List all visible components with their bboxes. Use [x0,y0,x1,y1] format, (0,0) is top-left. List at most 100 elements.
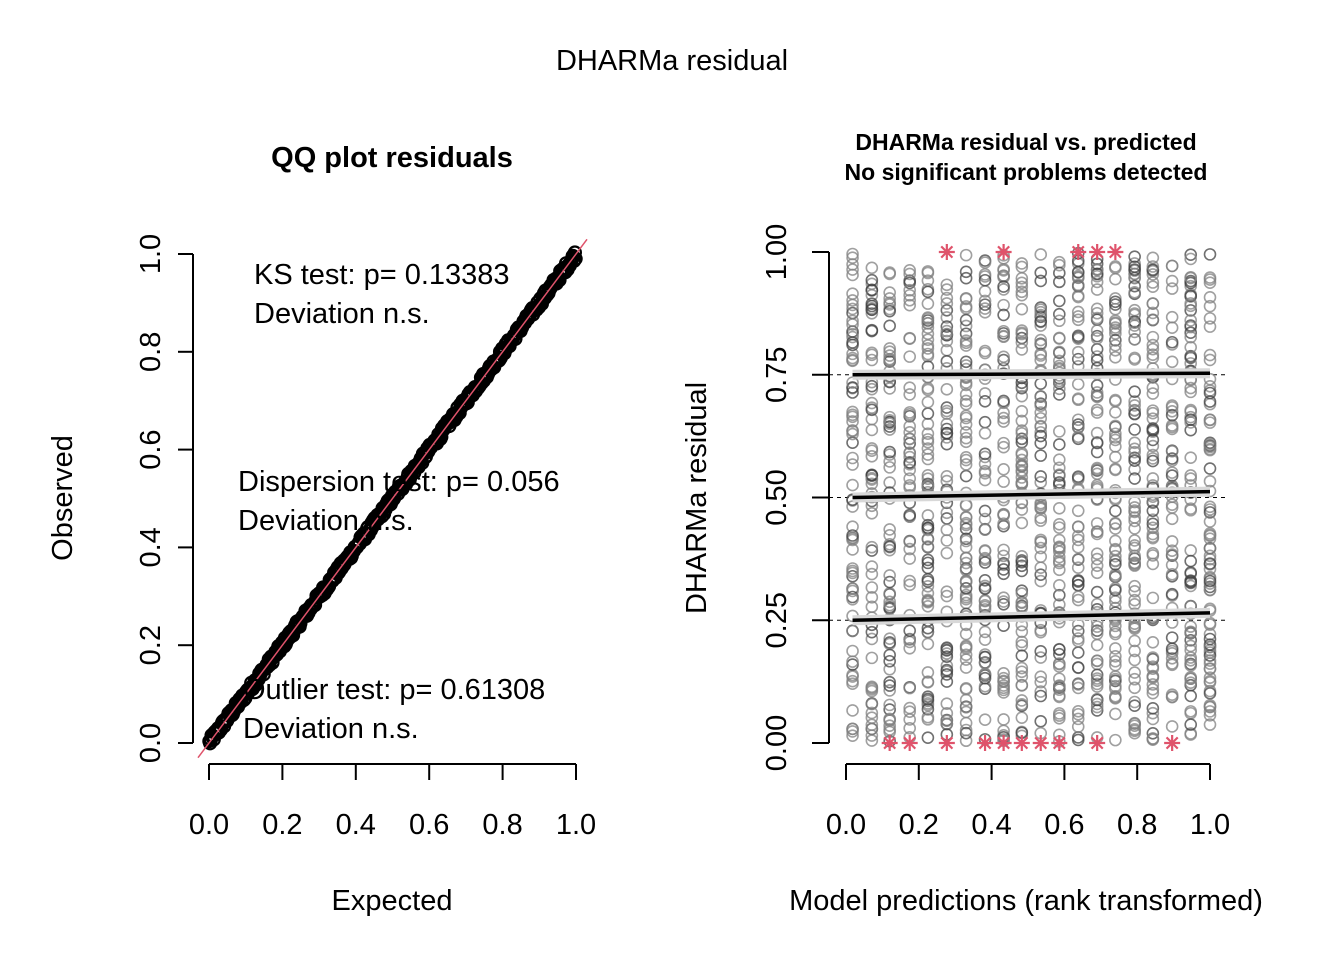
rvp-point [1053,354,1066,368]
rvp-point [903,456,917,469]
rvp-point [959,540,973,554]
rvp-point [903,721,917,735]
rvp-point [1203,474,1217,488]
rvp-point [1109,554,1122,568]
rvp-point [846,533,859,547]
rvp-x-tick-label: 0.2 [899,809,939,841]
rvp-point [1184,633,1198,647]
qq-annotation-line1: Outlier test: p= 0.61308 [243,674,545,706]
rvp-point [1203,353,1217,367]
rvp-point [903,288,917,302]
rvp-point [846,562,859,575]
rvp-point [883,675,896,689]
rvp-point [883,636,896,649]
rvp-quantile-fits [852,368,1211,626]
rvp-point [921,533,935,546]
rvp-point [1128,442,1141,456]
qq-point [411,460,426,475]
rvp-point [903,624,917,637]
rvp-point [1090,445,1104,459]
rvp-point [959,563,973,577]
rvp-point [1015,389,1029,403]
rvp-point [865,353,879,367]
rvp-point [1128,404,1141,417]
qq-y-tick-label: 0.0 [135,723,167,763]
rvp-point [959,661,973,674]
rvp-point [865,729,879,742]
rvp-point [1184,718,1198,731]
rvp-point [883,445,896,459]
rvp-point [940,327,954,341]
rvp-point [865,396,879,410]
rvp-point [959,265,973,279]
qq-x-tick-label: 1.0 [556,809,596,841]
rvp-point [1053,707,1066,720]
rvp-point [1109,674,1122,688]
rvp-point [1109,433,1122,447]
rvp-point [1034,685,1048,698]
rvp-point [921,317,935,330]
rvp-point [846,674,859,688]
rvp-outlier [995,244,1012,260]
rvp-point [1184,330,1198,344]
qq-point [567,245,582,260]
rvp-point [1203,662,1217,675]
rvp-point [959,556,973,570]
rvp-point [959,653,973,666]
rvp-point [978,650,992,664]
rvp-point [1203,640,1217,654]
rvp-point [1128,501,1141,514]
rvp-point [1128,267,1141,281]
rvp-point [1015,471,1029,484]
rvp-point [921,442,935,455]
rvp-point [883,417,896,430]
rvp-point [1090,403,1104,417]
rvp-point [1109,733,1122,747]
rvp-point [1203,273,1217,286]
rvp-point [1203,532,1217,545]
rvp-point [1184,639,1198,653]
rvp-point [865,442,879,455]
rvp-point [883,349,896,362]
rvp-point [921,333,935,346]
rvp-point [883,345,896,359]
rvp-point [883,569,896,582]
rvp-point [1128,399,1141,412]
rvp-point [921,321,935,334]
rvp-point [883,698,896,712]
rvp-point [940,585,954,598]
rvp-point [865,323,879,337]
rvp-outlier [995,735,1012,751]
rvp-point [1203,276,1217,289]
rvp-point [978,467,992,480]
rvp-point [1015,257,1029,270]
rvp-point [978,387,992,400]
rvp-point [865,403,879,417]
rvp-point [846,381,859,394]
rvp-point [959,639,973,653]
rvp-point [978,582,992,596]
rvp-point [1203,574,1217,588]
rvp-point [865,697,879,711]
rvp-point [997,415,1010,428]
rvp-point [846,302,859,316]
rvp-point [865,540,879,554]
rvp-point [1015,555,1029,569]
rvp-point [978,625,992,639]
rvp-point [959,458,973,471]
rvp-outlier [1051,735,1068,751]
rvp-point [1090,620,1104,633]
rvp-point [1128,445,1141,459]
rvp-point [1090,306,1104,320]
rvp-point [1128,634,1141,648]
rvp-point [865,379,879,393]
rvp-point [1203,299,1217,313]
rvp-point [1090,379,1104,392]
rvp-point [1128,622,1141,635]
rvp-point [940,278,954,292]
rvp-point [978,344,992,358]
rvp-point [1203,700,1217,714]
rvp-point [1184,566,1198,579]
rvp-point [1203,380,1217,393]
qq-y-tick-label: 0.4 [135,527,167,567]
